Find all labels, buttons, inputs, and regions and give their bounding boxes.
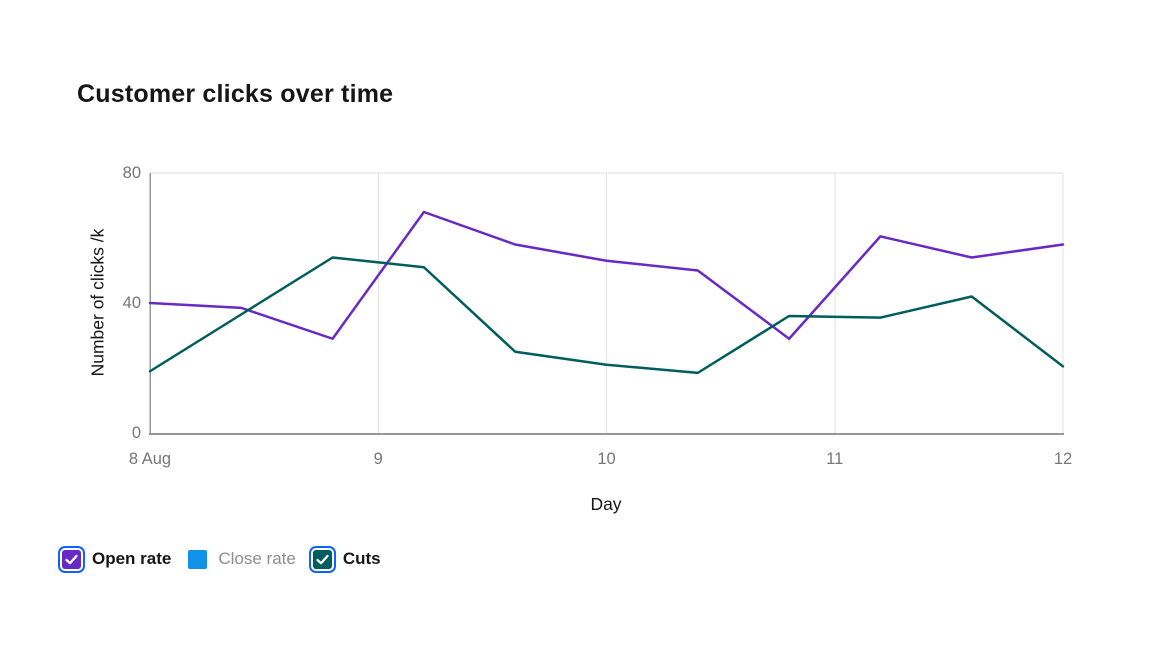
series-line-open-rate: [148, 210, 1065, 340]
legend-label: Close rate: [218, 549, 296, 568]
checkmark-icon: [65, 554, 78, 564]
legend-item-cuts[interactable]: Cuts: [312, 549, 381, 569]
checkbox-checked-icon: [62, 549, 81, 569]
x-axis-title: Day: [590, 494, 622, 514]
y-tick-label: 80: [122, 164, 141, 182]
chart-legend: Open rate Close rate Cuts: [62, 549, 381, 569]
legend-item-open-rate[interactable]: Open rate: [62, 549, 171, 569]
x-tick-label: 10: [597, 450, 616, 468]
y-axis-title: Number of clicks /k: [87, 228, 108, 377]
checkmark-icon: [316, 554, 329, 564]
legend-item-close-rate[interactable]: Close rate: [188, 549, 296, 569]
checkbox-unchecked-icon: [188, 549, 208, 569]
x-tick-label: 12: [1053, 450, 1073, 468]
chart-title: Customer clicks over time: [77, 80, 394, 108]
y-tick-label: 0: [131, 424, 141, 442]
legend-label: Open rate: [92, 549, 172, 568]
x-tick-label: 11: [826, 450, 844, 468]
y-tick-label: 40: [122, 294, 141, 312]
x-tick-label: 8 Aug: [128, 450, 172, 468]
series-line-cuts: [148, 256, 1065, 375]
checkbox-checked-icon: [312, 549, 332, 569]
legend-label: Cuts: [342, 549, 381, 568]
x-tick-label: 9: [373, 450, 383, 468]
